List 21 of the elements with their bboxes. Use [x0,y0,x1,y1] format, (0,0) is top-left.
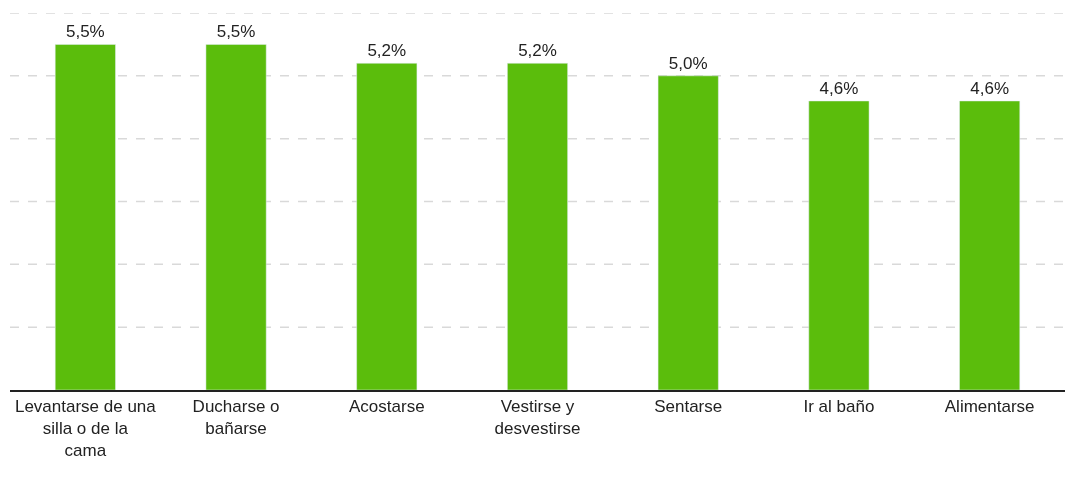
data-label: 5,0% [668,53,708,73]
x-tick-label: Acostarse [348,397,425,417]
x-tick-label: Ducharse o bañarse [192,397,280,439]
bar [657,75,719,390]
bar [54,44,116,390]
bar [205,44,267,390]
data-label: 5,5% [65,22,105,42]
data-label: 4,6% [819,78,859,98]
data-label: 5,2% [367,41,407,61]
x-tick-label: Levantarse de una silla o de la cama [14,397,157,461]
bar [959,100,1021,390]
x-tick-label: Vestirse y desvestirse [494,397,581,439]
x-tick-label: Sentarse [654,397,723,417]
x-tick-label: Ir al baño [803,397,875,417]
bar [507,63,568,390]
data-label: 5,5% [216,22,256,42]
data-label: 4,6% [970,78,1010,98]
bar [808,100,870,390]
bar [356,63,418,390]
data-label: 5,2% [518,41,557,61]
x-tick-label: Alimentarse [944,397,1035,417]
